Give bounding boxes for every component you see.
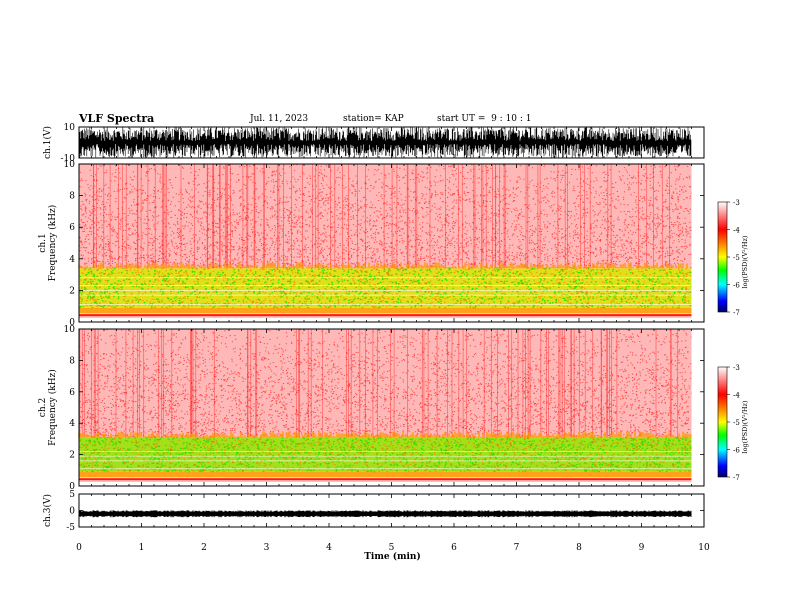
colorbar-tick-label: -7 xyxy=(733,474,740,482)
y-tick-label: 8 xyxy=(69,356,75,366)
y-tick-label: 8 xyxy=(69,192,75,202)
spectro-band xyxy=(79,471,692,479)
y-tick-label: 2 xyxy=(69,451,75,461)
spectro-band xyxy=(79,307,692,315)
spectro-streaks xyxy=(92,164,670,269)
colorbar-2 xyxy=(717,366,728,478)
spectro-band xyxy=(79,314,692,318)
spectro-band xyxy=(79,478,692,482)
colorbar-tick-label: -5 xyxy=(733,419,740,427)
x-tick-label: 9 xyxy=(639,543,645,553)
y-tick-label: -10 xyxy=(61,154,76,164)
x-tick-label: 7 xyxy=(514,543,520,553)
station-label: station= KAP xyxy=(343,114,404,124)
y-tick-label: 4 xyxy=(69,419,75,429)
waveform-trace xyxy=(78,127,692,158)
colorbar-label: log(PSD)(V²/Hz) xyxy=(741,400,749,453)
y-axis-label-3: ch.3(V) xyxy=(42,494,53,527)
x-tick-label: 4 xyxy=(326,543,332,553)
x-tick-label: 10 xyxy=(698,543,710,553)
x-axis-label: Time (min) xyxy=(364,551,421,562)
y-tick-label: 6 xyxy=(69,388,75,398)
y-tick-label: 6 xyxy=(69,223,75,233)
colorbar-tick-label: -3 xyxy=(733,199,740,207)
colorbar-tick-label: -4 xyxy=(733,392,740,400)
x-tick-label: 5 xyxy=(389,543,395,553)
y-tick-label: 2 xyxy=(69,286,75,296)
y-axis-label-2: ch.2 xyxy=(38,398,48,417)
spectrogram-2 xyxy=(78,328,704,486)
y-tick-label: 10 xyxy=(64,325,76,335)
y-tick-label: 0 xyxy=(69,318,75,328)
colorbar-tick-label: -6 xyxy=(733,282,740,290)
colorbar-tick-label: -7 xyxy=(733,309,740,317)
spectro-streaks xyxy=(79,329,679,438)
colorbar-tick-label: -6 xyxy=(733,447,740,455)
colorbar-tick-label: -3 xyxy=(733,364,740,372)
x-tick-label: 6 xyxy=(451,543,457,553)
x-tick-label: 0 xyxy=(76,543,82,553)
spectro-no-data xyxy=(691,164,704,322)
waveform-trace xyxy=(78,510,692,518)
colorbar-tick-label: -4 xyxy=(733,227,740,235)
figure-title: VLF Spectra xyxy=(79,112,155,125)
y-tick-label: 4 xyxy=(69,255,75,265)
y-tick-label: 0 xyxy=(69,482,75,492)
waveform-series-0 xyxy=(78,127,692,158)
spectro-no-data xyxy=(691,329,704,486)
x-tick-label: 2 xyxy=(201,543,207,553)
y-tick-label: 10 xyxy=(64,123,76,133)
y-axis-label-1: ch.1 xyxy=(38,233,48,252)
x-tick-label: 8 xyxy=(576,543,582,553)
start-time-label: start UT = 9 : 10 : 1 xyxy=(437,114,532,124)
y-axis-label-2: Frequency (kHz) xyxy=(47,369,58,446)
date-label: Jul. 11, 2023 xyxy=(250,114,309,124)
spectro-band xyxy=(79,329,692,438)
y-tick-label: 5 xyxy=(69,490,75,500)
x-tick-label: 1 xyxy=(139,543,145,553)
y-axis-label-0: ch.1(V) xyxy=(42,126,53,159)
y-axis-label-1: Frequency (kHz) xyxy=(47,205,58,282)
spectro-speckle xyxy=(79,163,693,269)
spectrogram-1 xyxy=(78,163,704,322)
y-tick-label: -5 xyxy=(66,523,75,533)
colorbar-label: log(PSD)(V²/Hz) xyxy=(741,235,749,288)
waveform-series-3 xyxy=(78,510,692,518)
colorbar-1 xyxy=(717,201,728,313)
x-tick-label: 3 xyxy=(264,543,270,553)
colorbar-tick-label: -5 xyxy=(733,254,740,262)
y-tick-label: 0 xyxy=(69,507,75,517)
y-tick-label: 10 xyxy=(64,160,76,170)
spectro-band xyxy=(79,164,692,269)
